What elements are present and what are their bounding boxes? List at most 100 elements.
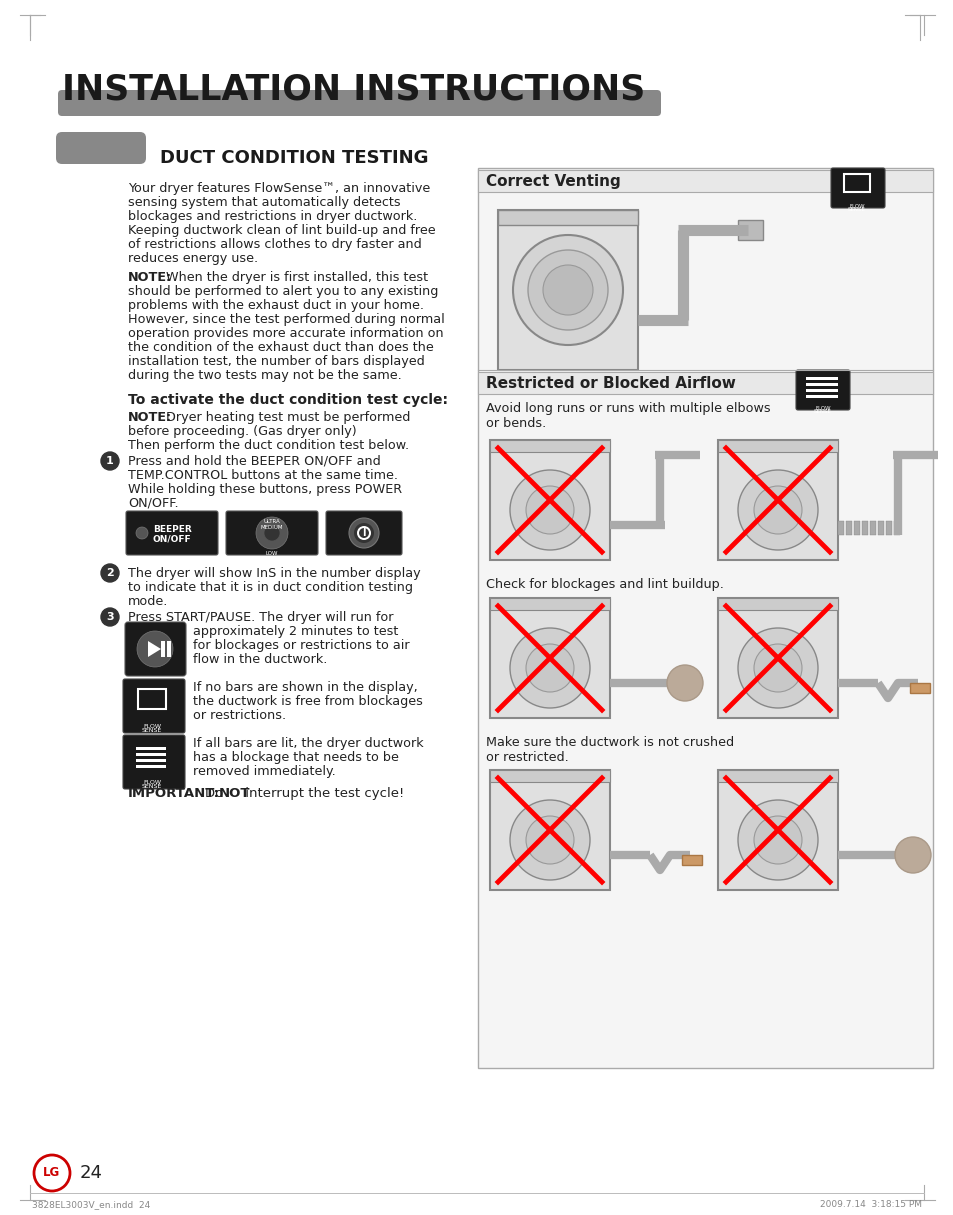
- Bar: [497, 210, 638, 371]
- Text: interrupt the test cycle!: interrupt the test cycle!: [241, 787, 404, 799]
- Bar: [136, 765, 166, 768]
- Text: The dryer will show InS in the number display: The dryer will show InS in the number di…: [128, 567, 420, 580]
- Circle shape: [137, 631, 172, 667]
- Text: BEEPER: BEEPER: [152, 525, 192, 535]
- Bar: [718, 440, 837, 560]
- FancyBboxPatch shape: [123, 735, 185, 789]
- Bar: [490, 598, 609, 610]
- Text: should be performed to alert you to any existing: should be performed to alert you to any …: [128, 286, 438, 298]
- Circle shape: [513, 234, 622, 345]
- Circle shape: [356, 526, 371, 539]
- Bar: [167, 642, 171, 657]
- Circle shape: [101, 564, 119, 582]
- Bar: [490, 770, 609, 782]
- Text: ON/OFF: ON/OFF: [152, 535, 192, 543]
- Text: IMPORTANT:: IMPORTANT:: [128, 787, 220, 799]
- Text: NOTE:: NOTE:: [128, 411, 172, 424]
- Bar: [136, 759, 166, 762]
- Bar: [161, 642, 165, 657]
- FancyBboxPatch shape: [795, 371, 849, 409]
- Text: Do: Do: [205, 787, 227, 799]
- Text: LG: LG: [43, 1166, 61, 1180]
- Text: the ductwork is free from blockages: the ductwork is free from blockages: [193, 695, 422, 708]
- Text: Correct Venting: Correct Venting: [485, 174, 620, 190]
- FancyBboxPatch shape: [123, 679, 185, 733]
- Circle shape: [542, 265, 593, 315]
- Text: Your dryer features FlowSense™, an innovative: Your dryer features FlowSense™, an innov…: [128, 182, 430, 194]
- Text: Restricted or Blocked Airflow: Restricted or Blocked Airflow: [485, 375, 735, 391]
- Text: Then perform the duct condition test below.: Then perform the duct condition test bel…: [128, 439, 409, 452]
- Circle shape: [753, 486, 801, 535]
- Text: of restrictions allows clothes to dry faster and: of restrictions allows clothes to dry fa…: [128, 238, 421, 252]
- Text: While holding these buttons, press POWER: While holding these buttons, press POWER: [128, 484, 402, 496]
- FancyBboxPatch shape: [58, 90, 660, 115]
- Text: INSTALLATION INSTRUCTIONS: INSTALLATION INSTRUCTIONS: [62, 72, 644, 106]
- Text: reduces energy use.: reduces energy use.: [128, 252, 258, 265]
- Bar: [909, 683, 929, 693]
- Text: removed immediately.: removed immediately.: [193, 765, 335, 778]
- Text: Avoid long runs or runs with multiple elbows
or bends.: Avoid long runs or runs with multiple el…: [485, 402, 770, 430]
- Bar: [893, 521, 899, 535]
- Text: FLOW: FLOW: [143, 780, 161, 785]
- FancyBboxPatch shape: [326, 512, 401, 555]
- Text: for blockages or restrictions to air: for blockages or restrictions to air: [193, 639, 409, 652]
- FancyBboxPatch shape: [126, 512, 218, 555]
- Bar: [718, 440, 837, 452]
- Text: To activate the duct condition test cycle:: To activate the duct condition test cycl…: [128, 392, 448, 407]
- FancyBboxPatch shape: [56, 132, 146, 164]
- Text: NOTE:: NOTE:: [128, 271, 172, 284]
- Bar: [681, 855, 701, 865]
- Text: SENSE: SENSE: [142, 728, 162, 733]
- Text: When the dryer is first installed, this test: When the dryer is first installed, this …: [166, 271, 428, 284]
- Text: TEMP.CONTROL buttons at the same time.: TEMP.CONTROL buttons at the same time.: [128, 469, 397, 482]
- Text: However, since the test performed during normal: However, since the test performed during…: [128, 313, 444, 326]
- Text: or restrictions.: or restrictions.: [193, 710, 286, 722]
- Text: mode.: mode.: [128, 595, 168, 608]
- Text: 2: 2: [106, 567, 113, 578]
- Circle shape: [527, 250, 607, 330]
- Bar: [477, 168, 932, 1068]
- Circle shape: [525, 644, 574, 693]
- Text: Press START/PAUSE. The dryer will run for: Press START/PAUSE. The dryer will run fo…: [128, 611, 393, 625]
- Text: to indicate that it is in duct condition testing: to indicate that it is in duct condition…: [128, 581, 413, 594]
- Circle shape: [525, 486, 574, 535]
- Text: LOW: LOW: [266, 550, 278, 556]
- Bar: [837, 521, 843, 535]
- Circle shape: [753, 644, 801, 693]
- Text: DUCT CONDITION TESTING: DUCT CONDITION TESTING: [160, 149, 428, 166]
- Text: approximately 2 minutes to test: approximately 2 minutes to test: [193, 625, 398, 638]
- Text: NOT: NOT: [219, 787, 251, 799]
- Bar: [805, 395, 837, 399]
- Text: 1: 1: [106, 456, 113, 467]
- Text: Check for blockages and lint buildup.: Check for blockages and lint buildup.: [485, 578, 723, 590]
- Circle shape: [738, 628, 817, 708]
- Bar: [136, 747, 166, 750]
- Bar: [853, 521, 859, 535]
- FancyBboxPatch shape: [226, 512, 317, 555]
- Bar: [477, 372, 932, 394]
- Circle shape: [358, 529, 369, 538]
- Text: installation test, the number of bars displayed: installation test, the number of bars di…: [128, 355, 424, 368]
- Text: during the two tests may not be the same.: during the two tests may not be the same…: [128, 369, 401, 382]
- Text: 3828EL3003V_en.indd  24: 3828EL3003V_en.indd 24: [32, 1200, 150, 1209]
- Bar: [738, 220, 762, 241]
- Bar: [869, 521, 875, 535]
- Text: ON/OFF.: ON/OFF.: [128, 497, 178, 510]
- Text: FLOW: FLOW: [848, 204, 864, 209]
- Bar: [490, 440, 609, 452]
- Bar: [843, 174, 869, 192]
- Circle shape: [894, 837, 930, 874]
- Text: FLOW: FLOW: [143, 724, 161, 729]
- Bar: [805, 389, 837, 392]
- Circle shape: [525, 816, 574, 864]
- Bar: [862, 521, 867, 535]
- FancyBboxPatch shape: [830, 168, 884, 208]
- Text: blockages and restrictions in dryer ductwork.: blockages and restrictions in dryer duct…: [128, 210, 417, 224]
- Bar: [845, 521, 851, 535]
- Circle shape: [136, 527, 148, 539]
- Text: operation provides more accurate information on: operation provides more accurate informa…: [128, 327, 443, 340]
- Circle shape: [354, 522, 374, 543]
- Bar: [477, 170, 932, 192]
- Text: 2009.7.14  3:18:15 PM: 2009.7.14 3:18:15 PM: [820, 1200, 921, 1209]
- Circle shape: [510, 799, 589, 880]
